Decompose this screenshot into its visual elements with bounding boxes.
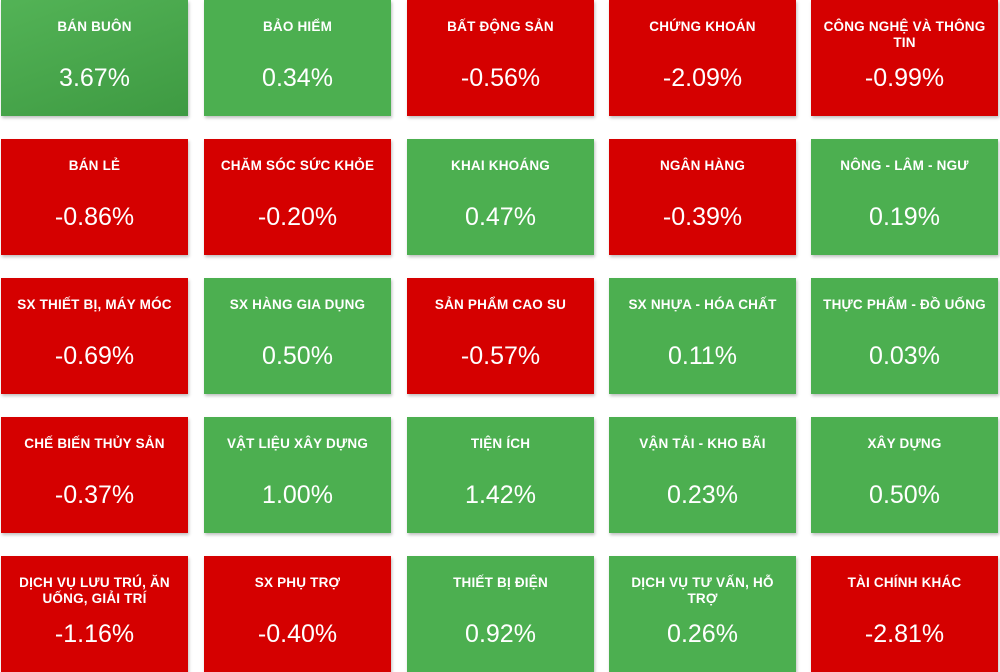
sector-change: 0.92%	[465, 620, 536, 648]
sector-change: -0.57%	[460, 342, 541, 370]
sector-tile[interactable]: SX NHỰA - HÓA CHẤT 0.11%	[609, 278, 796, 394]
sector-tile[interactable]: NGÂN HÀNG -0.39%	[609, 139, 796, 255]
sector-tile[interactable]: SX THIẾT BỊ, MÁY MÓC -0.69%	[1, 278, 188, 394]
sector-tile[interactable]: XÂY DỰNG 0.50%	[811, 417, 998, 533]
sector-change: -0.56%	[460, 64, 541, 92]
sector-change: -0.69%	[54, 342, 135, 370]
sector-name: BÁN BUÔN	[57, 19, 132, 34]
sector-name: NÔNG - LÂM - NGƯ	[840, 158, 969, 173]
sector-name: TIỆN ÍCH	[470, 436, 531, 451]
sector-name: CHỨNG KHOÁN	[649, 19, 756, 34]
sector-tile[interactable]: TÀI CHÍNH KHÁC -2.81%	[811, 556, 998, 672]
sector-change: -0.37%	[54, 481, 135, 509]
sector-name: DỊCH VỤ TƯ VẤN, HỖ TRỢ	[631, 575, 774, 606]
sector-name: CHẾ BIẾN THỦY SẢN	[24, 436, 165, 451]
sector-change: -2.81%	[864, 620, 945, 648]
sector-name: XÂY DỰNG	[867, 436, 942, 451]
sector-name: BẤT ĐỘNG SẢN	[447, 19, 554, 34]
sector-change: -2.09%	[662, 64, 743, 92]
sector-name: THỰC PHẨM - ĐỒ UỐNG	[823, 297, 986, 312]
sector-name: SX THIẾT BỊ, MÁY MÓC	[17, 297, 172, 312]
sector-change: 0.11%	[667, 342, 738, 370]
sector-tile[interactable]: DỊCH VỤ TƯ VẤN, HỖ TRỢ 0.26%	[609, 556, 796, 672]
sector-tile[interactable]: SX PHỤ TRỢ -0.40%	[204, 556, 391, 672]
sector-change: 1.00%	[262, 481, 333, 509]
sector-name: BÁN LẺ	[68, 158, 121, 173]
sector-tile[interactable]: BÁN BUÔN 3.67%	[1, 0, 188, 116]
sector-change: -1.16%	[54, 620, 135, 648]
sector-tile[interactable]: CHĂM SÓC SỨC KHỎE -0.20%	[204, 139, 391, 255]
sector-name: CÔNG NGHỆ VÀ THÔNG TIN	[823, 19, 986, 50]
sector-name: KHAI KHOÁNG	[451, 158, 550, 173]
sector-tile[interactable]: THIẾT BỊ ĐIỆN 0.92%	[407, 556, 594, 672]
sector-change: -0.20%	[257, 203, 338, 231]
sector-tile[interactable]: BÁN LẺ -0.86%	[1, 139, 188, 255]
sector-change: -0.39%	[662, 203, 743, 231]
sector-change: -0.86%	[54, 203, 135, 231]
sector-tile[interactable]: BẢO HIỂM 0.34%	[204, 0, 391, 116]
sector-change: 0.19%	[869, 203, 940, 231]
sector-change: 0.23%	[667, 481, 738, 509]
sector-name: SX NHỰA - HÓA CHẤT	[628, 297, 777, 312]
sector-tile[interactable]: KHAI KHOÁNG 0.47%	[407, 139, 594, 255]
sector-change: 0.47%	[465, 203, 536, 231]
sector-change: 0.26%	[667, 620, 738, 648]
sector-tile[interactable]: NÔNG - LÂM - NGƯ 0.19%	[811, 139, 998, 255]
sector-change: 1.42%	[465, 481, 536, 509]
sector-change: -0.99%	[864, 64, 945, 92]
sector-name: SẢN PHẨM CAO SU	[434, 297, 567, 312]
sector-name: SX HÀNG GIA DỤNG	[229, 297, 366, 312]
sector-name: TÀI CHÍNH KHÁC	[847, 575, 962, 590]
sector-tile[interactable]: CHẾ BIẾN THỦY SẢN -0.37%	[1, 417, 188, 533]
sector-name: CHĂM SÓC SỨC KHỎE	[220, 158, 375, 173]
sector-name: VẬN TẢI - KHO BÃI	[639, 436, 766, 451]
sector-change: 0.50%	[869, 481, 940, 509]
sector-change: 0.03%	[869, 342, 940, 370]
sector-change: 0.34%	[262, 64, 333, 92]
sector-tile[interactable]: CÔNG NGHỆ VÀ THÔNG TIN -0.99%	[811, 0, 998, 116]
sector-name: VẬT LIỆU XÂY DỰNG	[226, 436, 369, 451]
sector-tile[interactable]: DỊCH VỤ LƯU TRÚ, ĂN UỐNG, GIẢI TRÍ -1.16…	[1, 556, 188, 672]
sector-tile[interactable]: CHỨNG KHOÁN -2.09%	[609, 0, 796, 116]
sector-tile[interactable]: TIỆN ÍCH 1.42%	[407, 417, 594, 533]
sector-tile[interactable]: SẢN PHẨM CAO SU -0.57%	[407, 278, 594, 394]
sector-tile[interactable]: VẬT LIỆU XÂY DỰNG 1.00%	[204, 417, 391, 533]
sector-change: 0.50%	[262, 342, 333, 370]
sector-tile[interactable]: VẬN TẢI - KHO BÃI 0.23%	[609, 417, 796, 533]
sector-change: -0.40%	[257, 620, 338, 648]
sector-name: BẢO HIỂM	[262, 19, 333, 34]
sector-name: THIẾT BỊ ĐIỆN	[453, 575, 548, 590]
sector-tile[interactable]: BẤT ĐỘNG SẢN -0.56%	[407, 0, 594, 116]
sector-name: DỊCH VỤ LƯU TRÚ, ĂN UỐNG, GIẢI TRÍ	[19, 575, 170, 606]
sector-tile[interactable]: SX HÀNG GIA DỤNG 0.50%	[204, 278, 391, 394]
sector-tile[interactable]: THỰC PHẨM - ĐỒ UỐNG 0.03%	[811, 278, 998, 394]
sector-change: 3.67%	[59, 64, 130, 92]
sector-name: SX PHỤ TRỢ	[254, 575, 341, 590]
sector-name: NGÂN HÀNG	[659, 158, 746, 173]
